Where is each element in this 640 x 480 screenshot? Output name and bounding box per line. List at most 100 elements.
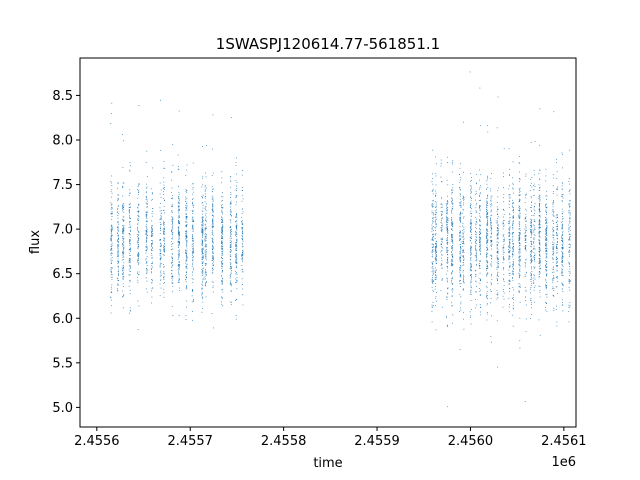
data-point [146, 215, 148, 217]
data-point [561, 248, 563, 250]
data-point [470, 238, 472, 239]
data-point [519, 244, 521, 246]
data-point [110, 260, 112, 262]
data-point [138, 191, 140, 193]
data-point [229, 259, 231, 261]
data-point [446, 248, 448, 250]
data-point [192, 243, 194, 245]
data-point [129, 247, 131, 249]
data-point [562, 201, 563, 202]
data-point [496, 251, 498, 253]
data-point [178, 254, 179, 255]
data-point [546, 282, 548, 283]
data-point [497, 209, 498, 210]
data-point [111, 274, 113, 276]
data-point [539, 220, 541, 222]
data-point [172, 282, 174, 284]
data-point [474, 216, 476, 218]
data-point [497, 366, 499, 368]
data-point [152, 280, 153, 282]
data-point [562, 255, 564, 257]
data-point [235, 300, 237, 301]
data-point [533, 266, 535, 268]
data-point [163, 228, 165, 230]
data-point [440, 162, 442, 164]
data-point [451, 211, 452, 213]
data-point [470, 286, 472, 288]
data-point [519, 270, 520, 272]
data-point [512, 201, 514, 203]
data-point [486, 249, 487, 251]
data-point [569, 271, 571, 273]
data-point [462, 223, 464, 225]
data-point [202, 273, 203, 274]
data-point [152, 233, 154, 235]
data-point [204, 246, 206, 248]
data-point [479, 228, 481, 230]
data-point [431, 234, 433, 236]
data-point [221, 222, 222, 224]
data-point [519, 252, 521, 254]
data-point [470, 185, 472, 187]
data-point [235, 231, 237, 233]
data-point [151, 193, 153, 195]
data-point [192, 247, 194, 249]
data-point [452, 203, 454, 204]
data-point [497, 261, 499, 262]
data-point [242, 253, 244, 254]
data-point [546, 195, 548, 197]
data-point [431, 228, 433, 229]
data-point [111, 277, 113, 278]
data-point [569, 218, 571, 220]
data-point [475, 280, 476, 282]
data-point [163, 254, 165, 256]
data-point [151, 244, 152, 246]
data-point [447, 270, 449, 272]
data-point [172, 238, 174, 240]
data-point [123, 203, 124, 204]
data-point [229, 265, 231, 267]
data-point [178, 235, 180, 237]
data-point [435, 246, 437, 247]
data-point [561, 251, 563, 252]
data-point [185, 250, 187, 251]
data-point [185, 218, 187, 220]
data-point [486, 197, 488, 199]
data-point [221, 238, 223, 239]
data-point [538, 208, 540, 210]
data-point [242, 271, 244, 273]
data-point [518, 239, 520, 241]
data-point [530, 141, 532, 143]
data-point [496, 202, 498, 203]
data-point [561, 234, 563, 235]
data-point [137, 235, 139, 236]
data-point [452, 263, 454, 265]
data-point [211, 255, 213, 257]
data-point [211, 268, 213, 269]
data-point [177, 227, 179, 228]
data-point [137, 211, 139, 212]
data-point [178, 273, 180, 275]
data-point [212, 235, 214, 237]
data-point [117, 240, 119, 242]
data-point [122, 290, 123, 292]
data-point [151, 188, 153, 190]
data-point [509, 196, 511, 198]
data-point [204, 228, 206, 230]
data-point [509, 280, 511, 282]
data-point [463, 252, 465, 253]
data-point [235, 233, 237, 235]
data-point [146, 244, 147, 246]
data-point [128, 194, 130, 196]
data-point [497, 187, 499, 189]
data-point [242, 198, 244, 200]
data-point [518, 275, 520, 277]
data-point [462, 195, 464, 197]
data-point [432, 222, 433, 224]
data-point [519, 271, 521, 273]
data-point [206, 251, 207, 252]
data-point [452, 208, 453, 209]
data-point [138, 262, 140, 264]
data-point [503, 176, 504, 178]
data-point [553, 288, 555, 290]
